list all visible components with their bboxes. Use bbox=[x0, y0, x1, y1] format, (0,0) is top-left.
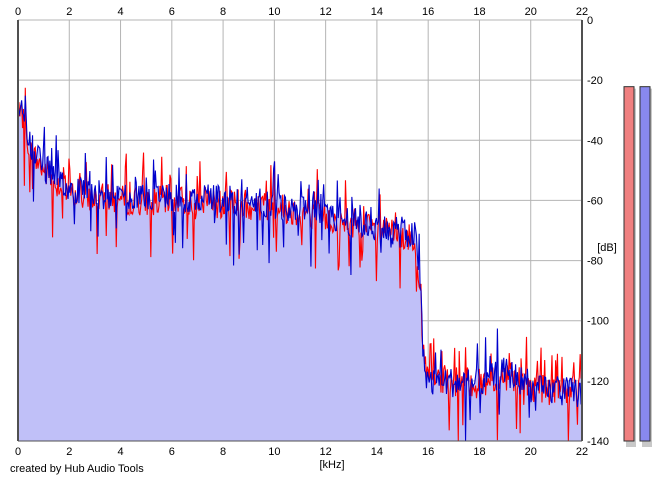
x-tick-top-2: 2 bbox=[66, 6, 72, 18]
x-tick-bottom-12: 12 bbox=[320, 446, 332, 458]
level-meter-0 bbox=[623, 86, 635, 442]
x-tick-bottom-20: 20 bbox=[525, 446, 537, 458]
series-line-1 bbox=[17, 95, 583, 442]
x-tick-top-4: 4 bbox=[117, 6, 123, 18]
y-tick--60: -60 bbox=[587, 195, 603, 207]
x-tick-bottom-22: 22 bbox=[576, 446, 588, 458]
y-tick--20: -20 bbox=[587, 75, 603, 87]
x-tick-top-10: 10 bbox=[268, 6, 280, 18]
y-axis-label: [dB] bbox=[597, 242, 617, 254]
x-tick-top-22: 22 bbox=[576, 6, 588, 18]
x-tick-top-0: 0 bbox=[15, 6, 21, 18]
x-tick-top-14: 14 bbox=[371, 6, 383, 18]
x-tick-top-18: 18 bbox=[473, 6, 485, 18]
x-tick-top-12: 12 bbox=[320, 6, 332, 18]
x-tick-top-16: 16 bbox=[422, 6, 434, 18]
x-tick-bottom-4: 4 bbox=[117, 446, 123, 458]
x-axis-top: 0 2 4 6 8 10 12 14 16 18 20 22 bbox=[15, 6, 588, 18]
x-axis-bottom: 0 2 4 6 8 10 12 14 16 18 20 22 bbox=[15, 446, 588, 458]
level-meter-1 bbox=[639, 86, 651, 442]
credit-text: created by Hub Audio Tools bbox=[10, 463, 144, 475]
x-tick-bottom-6: 6 bbox=[169, 446, 175, 458]
y-tick-0: 0 bbox=[587, 15, 593, 27]
x-tick-bottom-16: 16 bbox=[422, 446, 434, 458]
x-tick-top-8: 8 bbox=[220, 6, 226, 18]
x-tick-bottom-18: 18 bbox=[473, 446, 485, 458]
x-tick-bottom-8: 8 bbox=[220, 446, 226, 458]
y-tick--120: -120 bbox=[587, 376, 609, 388]
y-tick--140: -140 bbox=[587, 436, 609, 448]
x-axis-label: [kHz] bbox=[319, 459, 344, 471]
level-meters bbox=[623, 86, 652, 448]
y-tick--40: -40 bbox=[587, 135, 603, 147]
x-tick-bottom-2: 2 bbox=[66, 446, 72, 458]
x-tick-top-20: 20 bbox=[525, 6, 537, 18]
x-tick-top-6: 6 bbox=[169, 6, 175, 18]
y-axis-right: 0 -20 -40 -60 -80 -100 -120 -140 bbox=[587, 15, 609, 448]
y-tick--80: -80 bbox=[587, 256, 603, 268]
y-tick--100: -100 bbox=[587, 316, 609, 328]
x-tick-bottom-0: 0 bbox=[15, 446, 21, 458]
spectrum-series bbox=[17, 87, 583, 442]
x-tick-bottom-14: 14 bbox=[371, 446, 383, 458]
x-tick-bottom-10: 10 bbox=[268, 446, 280, 458]
chart-frame bbox=[17, 20, 583, 442]
